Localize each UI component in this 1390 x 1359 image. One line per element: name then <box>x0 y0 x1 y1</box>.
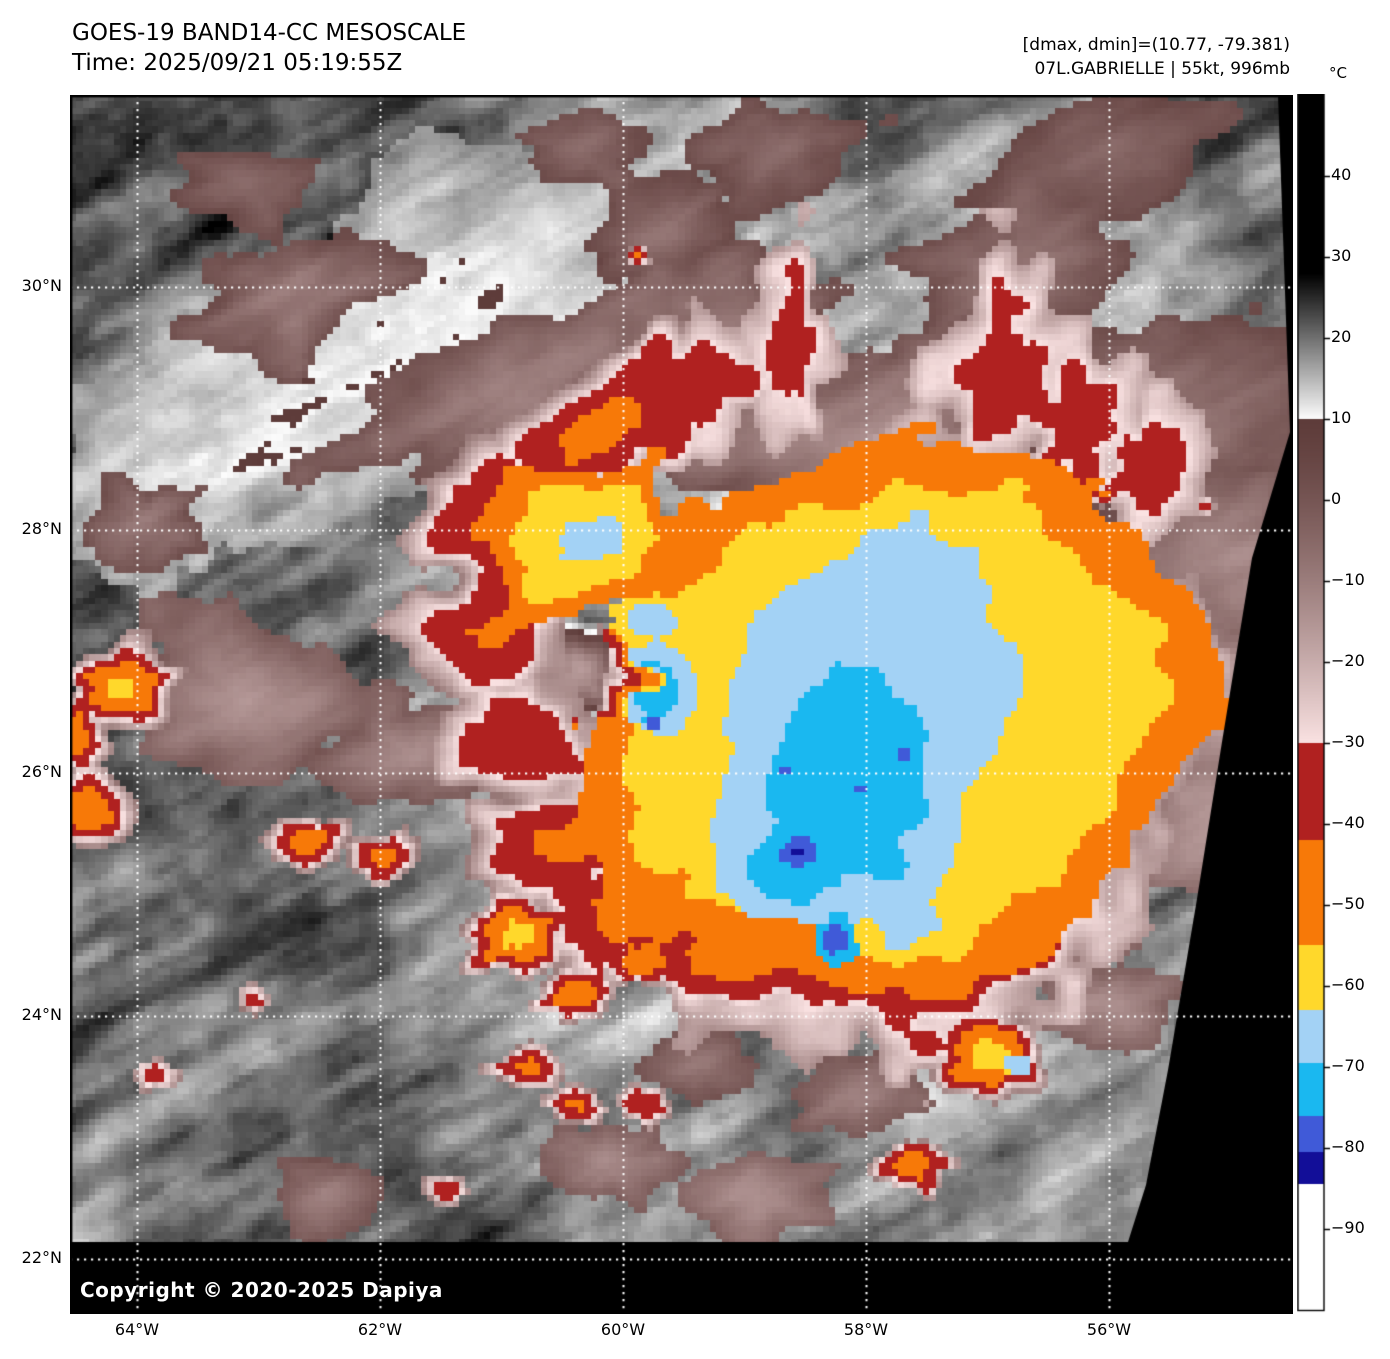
colorbar-tick-label: −70 <box>1331 1056 1365 1075</box>
lat-tick-label: 22°N <box>21 1248 62 1267</box>
lat-tick-label: 24°N <box>21 1005 62 1024</box>
lon-tick-label: 60°W <box>600 1320 646 1339</box>
lon-tick-label: 64°W <box>114 1320 160 1339</box>
colorbar-tick-label: −90 <box>1331 1218 1365 1237</box>
colorbar-tick-label: −80 <box>1331 1137 1365 1156</box>
colorbar-tick-label: −60 <box>1331 975 1365 994</box>
lat-tick-label: 26°N <box>21 762 62 781</box>
colorbar-unit-label: °C <box>1329 64 1347 82</box>
colorbar-tick-label: 0 <box>1331 489 1342 508</box>
lon-tick-label: 56°W <box>1086 1320 1132 1339</box>
timestamp: Time: 2025/09/21 05:19:55Z <box>72 50 403 76</box>
colorbar-tick-label: −10 <box>1331 570 1365 589</box>
lat-tick-label: 30°N <box>21 276 62 295</box>
colorbar-tick-label: 40 <box>1331 165 1352 184</box>
dmax-dmin-readout: [dmax, dmin]=(10.77, -79.381) <box>1022 35 1290 55</box>
colorbar-tick-label: −50 <box>1331 894 1365 913</box>
colorbar-tick-label: 30 <box>1331 246 1352 265</box>
colorbar-tick-label: 20 <box>1331 327 1352 346</box>
colorbar <box>1297 94 1333 1313</box>
lat-tick-label: 28°N <box>21 519 62 538</box>
colorbar-tick-label: −20 <box>1331 651 1365 670</box>
colorbar-tick-label: −40 <box>1331 813 1365 832</box>
colorbar-tick-label: −30 <box>1331 732 1365 751</box>
page-title: GOES-19 BAND14-CC MESOSCALE <box>72 20 467 46</box>
satellite-map-canvas <box>70 95 1293 1314</box>
lon-tick-label: 62°W <box>357 1320 403 1339</box>
storm-status: 07L.GABRIELLE | 55kt, 996mb <box>1034 59 1290 79</box>
lon-tick-label: 58°W <box>843 1320 889 1339</box>
copyright-watermark: Copyright © 2020-2025 Dapiya <box>80 1278 443 1302</box>
colorbar-tick-label: 10 <box>1331 408 1352 427</box>
